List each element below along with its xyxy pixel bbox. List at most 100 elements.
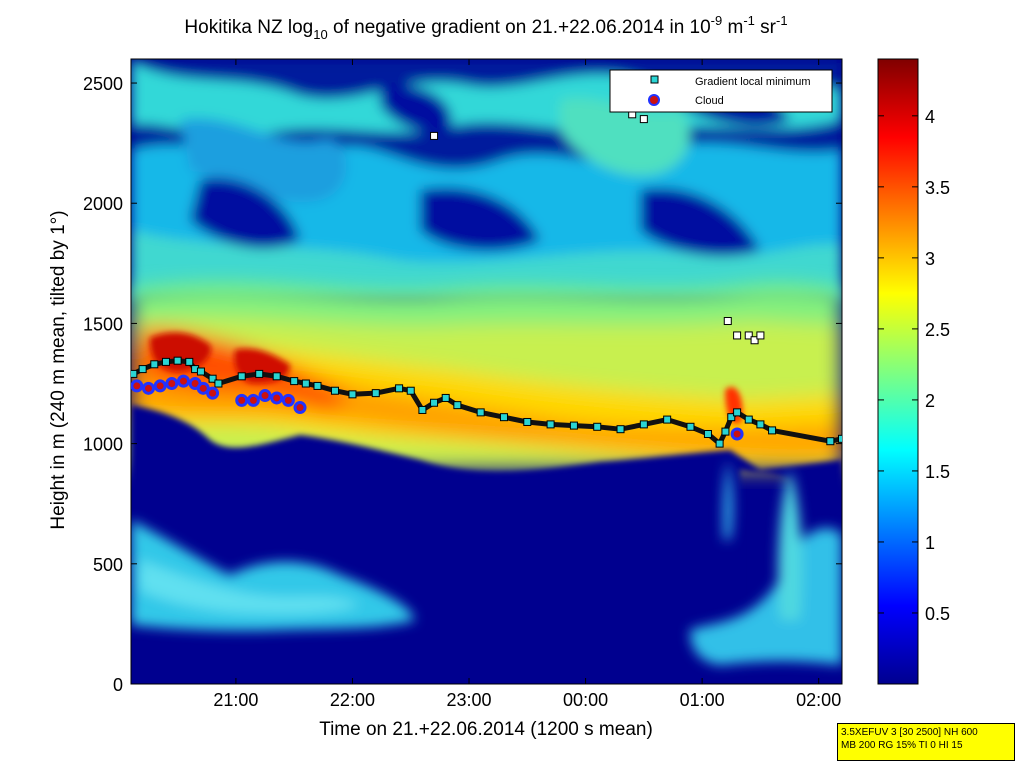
- gradient-min-point: [453, 401, 462, 410]
- info-line-1: 3.5XEFUV 3 [30 2500] NH 600: [841, 727, 978, 738]
- cloud-point: [730, 427, 744, 441]
- gradient-min-point: [715, 439, 724, 448]
- gradient-min-point: [703, 430, 712, 438]
- gradient-min-point: [593, 422, 602, 431]
- colorbar: 0.5 1 1.5 2 2.5 3 3.5 4: [877, 58, 950, 685]
- chart-markers: [131, 110, 842, 448]
- gradient-min-open-point: [430, 131, 439, 140]
- gradient-min-point: [161, 357, 170, 366]
- y-tick-label: 500: [93, 555, 123, 575]
- gradient-min-point: [418, 405, 427, 414]
- cloud-point: [235, 393, 249, 407]
- gradient-min-point: [546, 420, 555, 429]
- x-axis-label: Time on 21.+22.06.2014 (1200 s mean): [319, 719, 653, 740]
- colorbar-tick-label: 1: [925, 533, 935, 553]
- cloud-point: [165, 377, 179, 391]
- gradient-min-point: [826, 437, 835, 446]
- gradient-min-point: [721, 427, 730, 436]
- info-line-2: MB 200 RG 15% TI 0 HI 15: [841, 740, 963, 751]
- cloud-point: [281, 393, 295, 407]
- x-tick-label: 23:00: [446, 690, 491, 710]
- gradient-min-point: [272, 372, 281, 381]
- y-tick-label: 2000: [83, 194, 123, 214]
- x-tick-label: 21:00: [213, 690, 258, 710]
- colorbar-tick-label: 3: [925, 249, 935, 269]
- x-tick-label: 01:00: [680, 690, 725, 710]
- cloud-point: [246, 393, 260, 407]
- y-axis-label: Height in m (240 m mean, tilted by 1°): [48, 210, 69, 529]
- cloud-point: [141, 381, 155, 395]
- gradient-min-point: [430, 398, 439, 407]
- gradient-min-point: [733, 408, 742, 417]
- y-axis: 0 500 1000 1500 2000 2500: [83, 74, 842, 695]
- gradient-min-point: [150, 360, 159, 369]
- gradient-min-open-point: [756, 331, 765, 340]
- gradient-min-point: [371, 389, 380, 398]
- gradient-min-point: [569, 421, 578, 430]
- x-tick-label: 00:00: [563, 690, 608, 710]
- gradient-min-open-point: [723, 317, 732, 326]
- gradient-min-point: [214, 379, 223, 388]
- y-tick-label: 2500: [83, 74, 123, 94]
- cloud-point: [258, 389, 272, 403]
- gradient-min-point: [185, 357, 194, 366]
- chart-title: Hokitika NZ log10 of negative gradient o…: [184, 13, 787, 42]
- legend-marker-cloud: [648, 94, 660, 106]
- gradient-min-point: [138, 365, 147, 374]
- gradient-min-point: [237, 372, 246, 381]
- colorbar-tick-label: 4: [925, 107, 935, 127]
- cloud-point: [293, 401, 307, 415]
- cloud-point: [131, 379, 144, 393]
- gradient-min-point: [196, 367, 205, 376]
- gradient-min-point: [639, 420, 648, 429]
- gradient-min-point: [313, 381, 322, 390]
- colorbar-tick-label: 2.5: [925, 320, 950, 340]
- gradient-min-point: [348, 390, 357, 399]
- cloud-point: [206, 386, 220, 400]
- gradient-min-point: [406, 386, 415, 395]
- gradient-min-point: [208, 374, 217, 383]
- gradient-min-point: [173, 356, 182, 365]
- legend-marker-gradient: [650, 75, 659, 84]
- cloud-point: [153, 379, 167, 393]
- gradient-min-point: [523, 417, 532, 426]
- gradient-min-open-point: [733, 331, 742, 340]
- legend-label-cloud: Cloud: [695, 95, 724, 107]
- gradient-min-point: [616, 425, 625, 434]
- gradient-min-open-point: [639, 115, 648, 124]
- gradient-min-point: [330, 386, 339, 395]
- gradient-min-point: [499, 413, 508, 422]
- gradient-min-point: [686, 422, 695, 431]
- gradient-min-open-point: [744, 331, 753, 340]
- gradient-min-point: [727, 413, 736, 422]
- x-tick-label: 02:00: [796, 690, 841, 710]
- legend: Gradient local minimum Cloud: [609, 69, 833, 113]
- y-tick-label: 1500: [83, 314, 123, 334]
- x-tick-label: 22:00: [330, 690, 375, 710]
- cloud-point: [270, 391, 284, 405]
- gradient-min-point: [744, 415, 753, 424]
- gradient-min-point: [768, 426, 777, 435]
- gradient-min-open-point: [750, 336, 759, 345]
- gradient-min-point: [476, 408, 485, 417]
- colorbar-tick-label: 1.5: [925, 462, 950, 482]
- gradient-min-point: [756, 420, 765, 429]
- gradient-min-point: [663, 415, 672, 424]
- colorbar-tick-label: 0.5: [925, 604, 950, 624]
- colorbar-tick-label: 3.5: [925, 178, 950, 198]
- colorbar-tick-label: 2: [925, 391, 935, 411]
- gradient-min-point: [838, 434, 842, 443]
- cloud-point: [176, 374, 190, 388]
- gradient-min-point: [131, 369, 138, 378]
- gradient-min-point: [441, 393, 450, 402]
- gradient-min-point: [255, 369, 264, 378]
- heatmap: [131, 59, 842, 684]
- x-axis: 21:00 22:00 23:00 00:00 01:00 02:00: [213, 59, 841, 710]
- legend-label-gradient: Gradient local minimum: [695, 76, 811, 88]
- gradient-min-point: [395, 384, 404, 393]
- settings-info-box: 3.5XEFUV 3 [30 2500] NH 600 MB 200 RG 15…: [837, 723, 1015, 761]
- gradient-min-point: [290, 377, 299, 386]
- y-tick-label: 0: [113, 675, 123, 695]
- y-tick-label: 1000: [83, 435, 123, 455]
